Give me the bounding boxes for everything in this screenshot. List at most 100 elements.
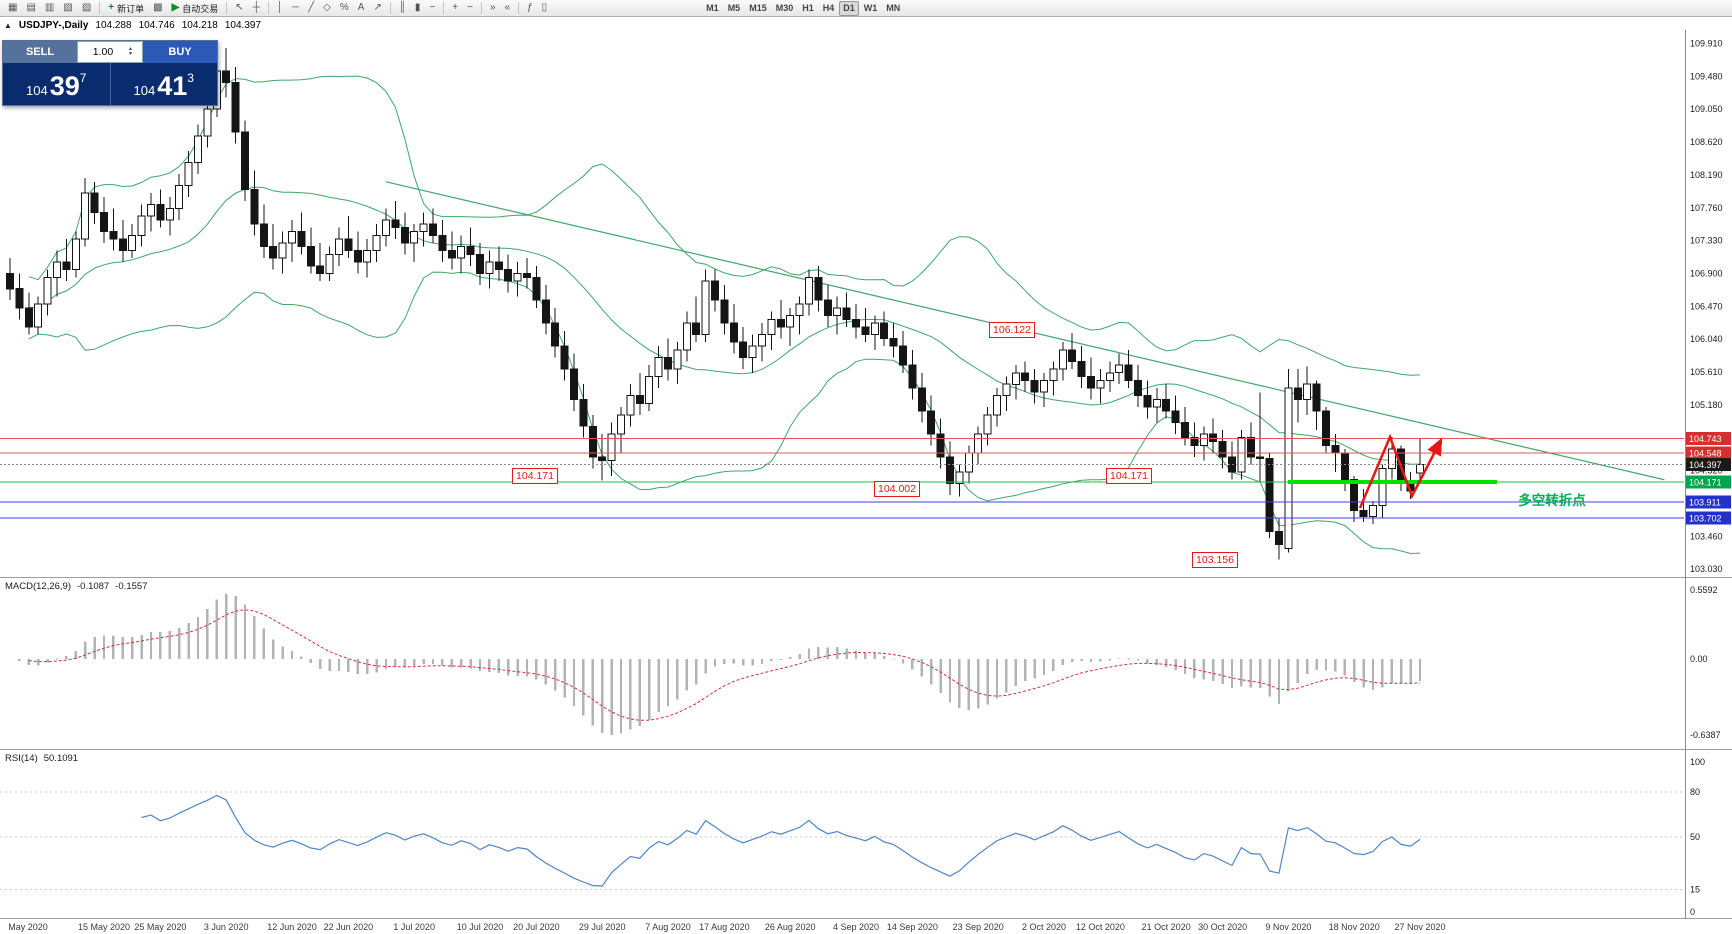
macd-histogram-bar: [695, 659, 698, 685]
candle-body: [1218, 441, 1227, 458]
macd-histogram-bar: [1353, 659, 1356, 682]
timeframe-d1-button[interactable]: D1: [839, 0, 859, 16]
macd-histogram-bar: [450, 659, 453, 668]
rsi-axis-label: 15: [1690, 885, 1700, 895]
sell-price-display[interactable]: 104 39 7: [3, 63, 111, 105]
volume-stepper-up-icon[interactable]: ▲: [128, 45, 133, 52]
macd-histogram-bar: [319, 659, 322, 669]
rsi-panel-separator[interactable]: [0, 749, 1732, 750]
macd-histogram-bar: [572, 659, 576, 707]
one-click-expander-icon[interactable]: ▲: [4, 20, 12, 30]
macd-indicator-name: MACD(12,26,9): [5, 581, 71, 592]
indicators-button[interactable]: ƒ: [523, 1, 537, 16]
timeframe-m30-button[interactable]: M30: [775, 3, 794, 13]
fibonacci-button[interactable]: %: [336, 1, 353, 16]
macd-histogram-bar: [309, 659, 312, 663]
macd-histogram-bar: [507, 659, 510, 676]
crosshair-button[interactable]: ┼: [249, 1, 264, 16]
terminal-button[interactable]: ▨: [78, 1, 95, 16]
buy-price-big: 41: [157, 71, 188, 101]
autotrading-button[interactable]: ▶ 自动交易: [168, 1, 223, 16]
candle-body: [598, 456, 607, 462]
toolbar-separator: [99, 2, 101, 14]
macd-histogram-bar: [1146, 659, 1149, 664]
macd-histogram-bar: [1240, 659, 1243, 687]
zigzag-arrow-annotation[interactable]: [1358, 433, 1443, 509]
macd-panel[interactable]: 0.5592 0.00 -0.6387: [0, 578, 1732, 749]
candle-body: [1087, 376, 1095, 389]
candle-body: [1011, 372, 1020, 385]
horizontal-line-button[interactable]: ─: [288, 1, 303, 16]
candle-body: [560, 345, 569, 370]
candle-body: [100, 211, 108, 232]
timeframe-w1-button[interactable]: W1: [863, 3, 878, 13]
bar-chart-mode-button[interactable]: ║: [395, 1, 410, 16]
chart-profiles-button[interactable]: ▤: [22, 1, 39, 16]
timeframe-m15-button[interactable]: M15: [749, 3, 767, 13]
rsi-axis-label: 80: [1690, 787, 1700, 797]
main-toolbar: ▦ ▤ ▥ ▧ ▨ + 新订单 ▩ ▶ 自动交易 ↖ ┼ │ ─ ╱ ◇% A ↗ ║ ▮ ~ + −» «ƒ ▯ M1 M5 M15…: [0, 0, 1732, 17]
cursor-button[interactable]: ↖: [231, 1, 247, 16]
volume-stepper-down-icon[interactable]: ▼: [128, 51, 133, 57]
price-tag: [1686, 511, 1731, 525]
candle-body: [156, 204, 165, 221]
macd-histogram-bar: [140, 634, 143, 659]
line-chart-mode-button[interactable]: ~: [425, 1, 439, 16]
templates-button[interactable]: ▯: [538, 1, 552, 16]
candle-body: [447, 250, 456, 259]
macd-histogram-bar: [478, 659, 482, 672]
date-axis[interactable]: May 2020 15 May 2020 25 May 2020 3 Jun 2020…: [0, 919, 1732, 934]
macd-histogram-bar: [713, 659, 717, 667]
zoom-in-button[interactable]: +: [448, 1, 462, 16]
macd-histogram-bar: [431, 659, 435, 664]
candle-body: [720, 299, 729, 324]
macd-histogram-bar: [497, 659, 500, 674]
macd-histogram-bar: [159, 632, 162, 659]
sell-button[interactable]: SELL: [3, 41, 77, 63]
vertical-line-button[interactable]: │: [273, 1, 287, 16]
macd-histogram-bar: [1024, 659, 1027, 682]
equidistant-channel-button[interactable]: ◇: [319, 1, 335, 16]
trendline-button[interactable]: ╱: [304, 1, 318, 16]
zoom-out-button[interactable]: −: [463, 1, 477, 16]
navigator-button[interactable]: ▧: [59, 1, 76, 16]
buy-button[interactable]: BUY: [143, 41, 217, 63]
candlestick-mode-button[interactable]: ▮: [411, 1, 425, 16]
candle-body: [776, 318, 785, 328]
new-order-button[interactable]: + 新订单: [104, 1, 148, 16]
candle-body: [842, 307, 851, 320]
date-label: 1 Jul 2020: [393, 922, 435, 932]
buy-price-display[interactable]: 104 41 3: [110, 63, 217, 105]
rsi-panel[interactable]: 100 80 50 15 0: [0, 750, 1732, 918]
macd-histogram-bar: [601, 659, 604, 733]
text-label-button[interactable]: A: [354, 1, 369, 16]
candle-body: [1369, 505, 1377, 517]
candle-body: [1284, 387, 1293, 549]
macd-histogram-bar: [168, 631, 171, 659]
macd-histogram-bar: [535, 659, 538, 680]
toolbar-separator: [267, 2, 269, 14]
price-axis-border[interactable]: [1685, 30, 1686, 919]
new-order-icon: +: [108, 2, 115, 13]
macd-panel-separator[interactable]: [0, 577, 1732, 578]
arrow-tools-button[interactable]: ↗: [369, 1, 385, 16]
new-chart-button[interactable]: ▦: [4, 1, 21, 16]
chart-list-button[interactable]: ▩: [149, 1, 166, 16]
market-watch-button[interactable]: ▥: [41, 1, 58, 16]
descending-trendline[interactable]: [385, 181, 1665, 481]
volume-input[interactable]: [78, 46, 128, 58]
candle-body: [1077, 360, 1086, 378]
macd-histogram-bar: [798, 653, 801, 659]
crosshair-icon: ┼: [252, 2, 260, 13]
timeframe-h1-button[interactable]: H1: [802, 3, 814, 13]
timeframe-mn-button[interactable]: MN: [886, 3, 901, 13]
timeframe-m1-button[interactable]: M1: [706, 3, 719, 13]
macd-histogram-bar: [1108, 659, 1111, 661]
timeframe-h4-button[interactable]: H4: [822, 3, 835, 13]
macd-axis-label: 0.5592: [1690, 585, 1718, 595]
main-price-chart[interactable]: 109.910 109.480 109.050 108.620 108.190 107.7…: [0, 30, 1732, 577]
chart-shift-button[interactable]: «: [501, 1, 515, 16]
timeframe-m5-button[interactable]: M5: [727, 3, 741, 13]
auto-scroll-button[interactable]: »: [486, 1, 500, 16]
candle-body: [955, 471, 964, 485]
